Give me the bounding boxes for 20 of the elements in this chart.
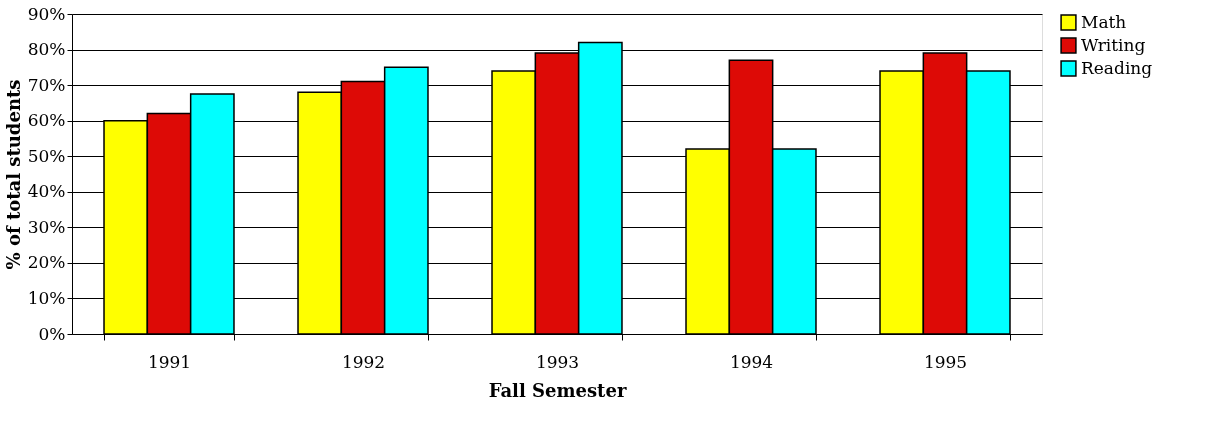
- legend-label: Reading: [1081, 57, 1153, 78]
- y-tick-label: 0%: [38, 323, 66, 344]
- legend-label: Writing: [1081, 34, 1146, 55]
- y-tick-label: 30%: [27, 216, 66, 237]
- y-tick-label: 80%: [27, 39, 66, 60]
- x-tick-label: 1993: [535, 351, 580, 372]
- x-tick-label: 1994: [729, 351, 774, 372]
- x-tick-label: 1991: [147, 351, 192, 372]
- y-tick-label: 10%: [27, 287, 66, 308]
- x-axis-title: Fall Semester: [488, 379, 627, 401]
- y-tick-label: 20%: [27, 252, 66, 273]
- y-axis-title: % of total students: [2, 79, 24, 270]
- y-tick-label: 60%: [27, 110, 66, 131]
- y-tick-label: 70%: [27, 74, 66, 95]
- legend-label: Math: [1081, 11, 1127, 32]
- y-tick-label: 40%: [27, 181, 66, 202]
- y-tick-label: 90%: [27, 3, 66, 24]
- x-tick-label: 1992: [341, 351, 386, 372]
- y-tick-label: 50%: [27, 145, 66, 166]
- x-tick-label: 1995: [923, 351, 968, 372]
